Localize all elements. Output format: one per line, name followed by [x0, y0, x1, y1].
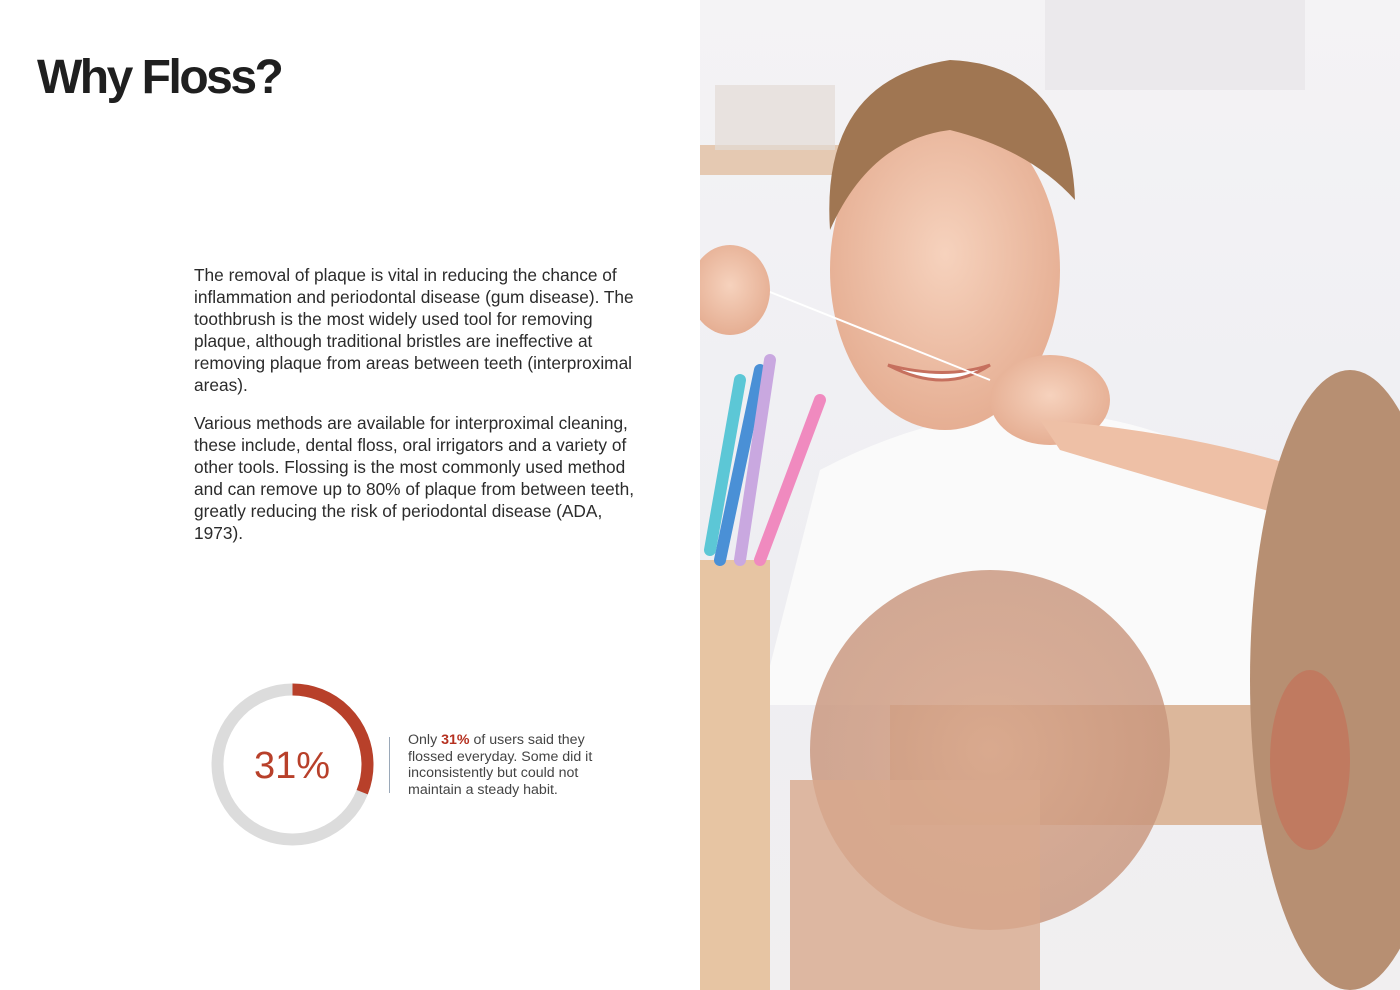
- boy-flossing-photo: [700, 0, 1400, 990]
- donut-chart: 31%: [211, 683, 374, 846]
- stat-caption: Only 31% of users said they flossed ever…: [408, 732, 618, 798]
- paragraph: Various methods are available for interp…: [194, 413, 634, 543]
- body-text: The removal of plaque is vital in reduci…: [194, 264, 654, 560]
- caption-highlight: 31%: [441, 732, 470, 748]
- photo-illustration: [700, 0, 1400, 990]
- divider: [389, 737, 390, 793]
- donut-value: 31%: [254, 745, 330, 787]
- donut-progress-arc: [211, 683, 374, 846]
- paragraph: The removal of plaque is vital in reduci…: [194, 265, 634, 395]
- caption-text: Only: [408, 732, 442, 748]
- page-title: Why Floss?: [37, 51, 284, 104]
- caption-text: of users said they flossed everyday. Som…: [408, 732, 593, 798]
